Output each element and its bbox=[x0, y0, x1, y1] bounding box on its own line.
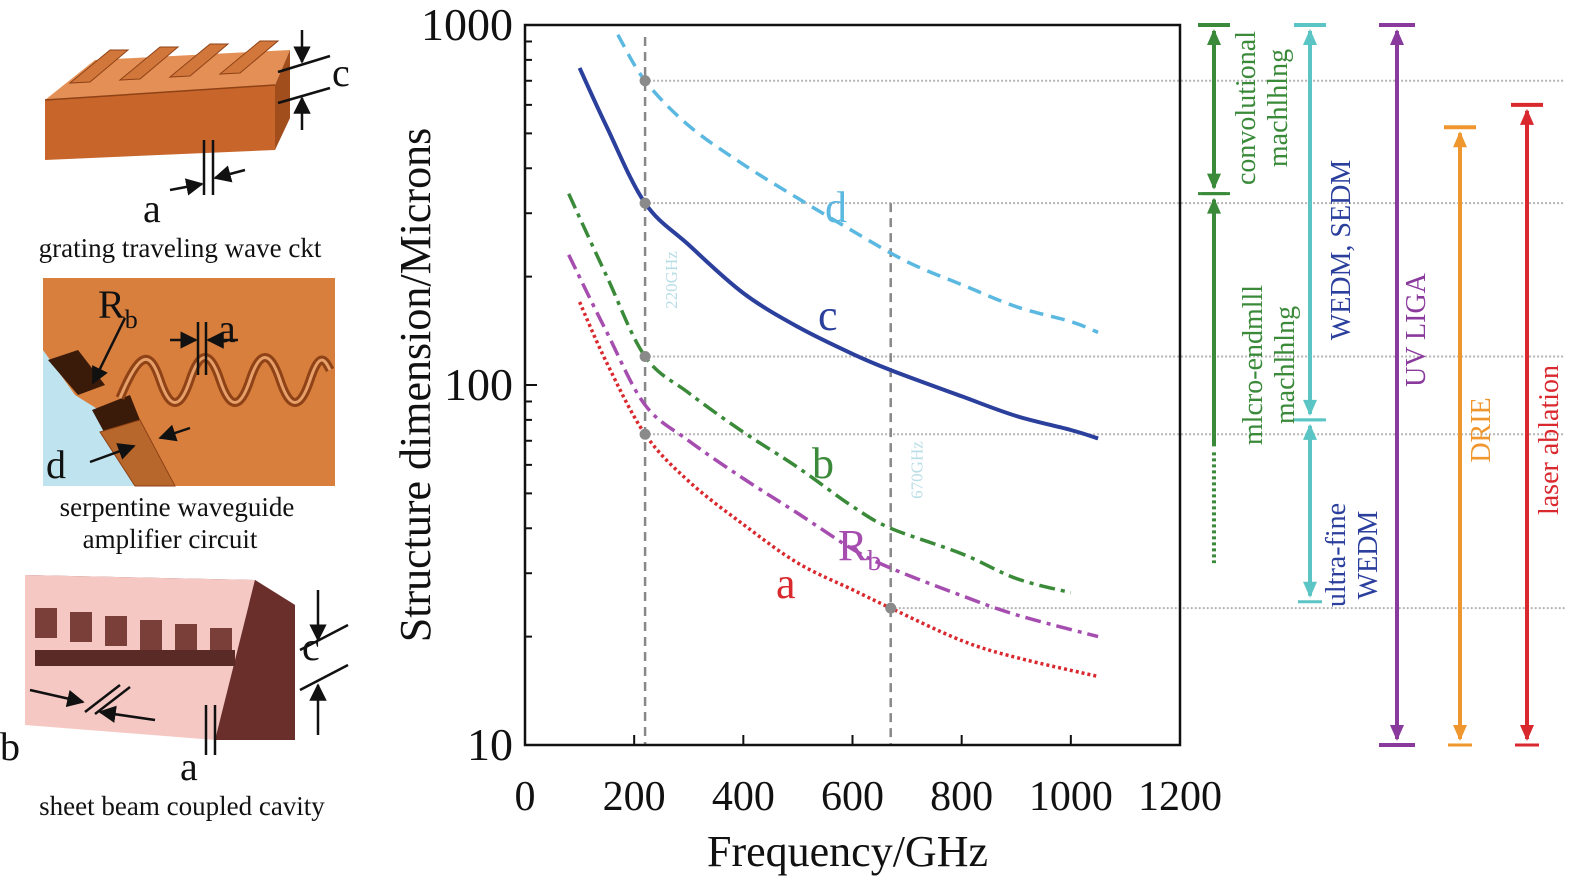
process-laser: laser ablation bbox=[1511, 102, 1565, 747]
reference-vlines: 220GHz 670GHz bbox=[643, 37, 927, 745]
process-label-line1: convolutional bbox=[1231, 31, 1262, 185]
process-arrow-top bbox=[1453, 131, 1467, 148]
process-arrow-bottom bbox=[1303, 581, 1317, 598]
process-label-uvliga: UV LIGA bbox=[1401, 272, 1432, 387]
series-label-4: a bbox=[776, 559, 796, 608]
process-label-ufwedm: ultra-fineWEDM bbox=[1321, 503, 1384, 607]
x-axis-label: Frequency/GHz bbox=[707, 827, 988, 876]
intersection-marker-0 bbox=[639, 75, 651, 87]
process-label-line1: mlcro-endmlll bbox=[1238, 285, 1269, 445]
grating-dim-a bbox=[169, 140, 246, 196]
process-label-line2: machlhlng bbox=[1263, 49, 1294, 167]
grating-label-a: a bbox=[143, 186, 161, 231]
reference-hlines bbox=[645, 79, 1565, 610]
serpentine-caption-line1: serpentine waveguide bbox=[60, 492, 295, 522]
plot-frame bbox=[523, 23, 1182, 747]
series-label-3: Rb bbox=[838, 521, 881, 577]
y-tick-label-2: 1000 bbox=[421, 0, 513, 50]
sheet-beam-illustration: c b a sheet beam coupled cavity bbox=[0, 575, 349, 821]
series-label-1: c bbox=[818, 291, 838, 340]
x-tick-label-1: 200 bbox=[603, 774, 666, 820]
x-tick-label-5: 1000 bbox=[1029, 774, 1113, 820]
process-drie: DRIE bbox=[1444, 125, 1497, 747]
intersection-marker-4 bbox=[885, 602, 897, 614]
x-tick-label-2: 400 bbox=[712, 774, 775, 820]
chart-series bbox=[567, 33, 1099, 679]
intersection-marker-2 bbox=[639, 350, 651, 362]
process-ufwedm: ultra-fineWEDM bbox=[1294, 418, 1384, 607]
series-label-2: b bbox=[812, 439, 834, 488]
y-tick-label-0: 10 bbox=[467, 719, 513, 770]
y-tick-label-1: 100 bbox=[444, 359, 513, 410]
process-label-micro: mlcro-endmlllmachlhlng bbox=[1238, 285, 1301, 445]
process-arrow-top bbox=[1303, 29, 1317, 45]
sheet-beam-label-b: b bbox=[0, 724, 20, 769]
chart-axes: 0 200 400 600 800 1000 1200 10 100 1000 bbox=[421, 0, 1222, 820]
grating-label-c: c bbox=[332, 50, 350, 95]
x-tick-label-4: 800 bbox=[930, 774, 993, 820]
process-arrow-top bbox=[1390, 29, 1404, 45]
process-micro: mlcro-endmlllmachlhlng bbox=[1198, 192, 1301, 564]
sheet-beam-dims bbox=[29, 590, 349, 755]
series-line-4 bbox=[577, 301, 1099, 679]
grating-illustration: c a grating traveling wave ckt bbox=[39, 30, 350, 263]
process-ranges: convolutionalmachlhlngmlcro-endmlllmachl… bbox=[1198, 23, 1565, 747]
sheet-beam-label-a: a bbox=[180, 744, 198, 789]
series-line-2 bbox=[567, 192, 1072, 595]
process-label-laser: laser ablation bbox=[1534, 365, 1565, 515]
x-tick-label-3: 600 bbox=[821, 774, 884, 820]
process-label-wedm: WEDM, SEDM bbox=[1326, 160, 1357, 341]
process-arrow-bottom bbox=[1453, 725, 1467, 741]
sheet-beam-label-c: c bbox=[302, 624, 320, 669]
process-label-drie: DRIE bbox=[1466, 397, 1497, 462]
intersection-marker-1 bbox=[639, 197, 651, 209]
serpentine-label-d: d bbox=[46, 442, 66, 487]
process-conv: convolutionalmachlhlng bbox=[1198, 23, 1294, 196]
intersection-marker-3 bbox=[639, 428, 651, 440]
grating-block bbox=[44, 40, 290, 160]
series-label-main: R bbox=[838, 521, 868, 570]
process-label-line2: machlhlng bbox=[1270, 306, 1301, 424]
y-axis-label: Structure dimension/Microns bbox=[391, 128, 440, 643]
process-arrow-top bbox=[1207, 197, 1221, 214]
series-label-0: d bbox=[825, 183, 847, 232]
process-uvliga: UV LIGA bbox=[1379, 23, 1432, 747]
series-line-1 bbox=[577, 67, 1099, 441]
vline-label-0: 220GHz bbox=[662, 251, 681, 309]
process-label-line1: ultra-fine bbox=[1321, 503, 1352, 607]
process-wedm: WEDM, SEDM bbox=[1294, 23, 1357, 422]
x-tick-label-0: 0 bbox=[515, 774, 536, 820]
serpentine-caption-line2: amplifier circuit bbox=[83, 524, 258, 554]
series-line-3 bbox=[567, 254, 1099, 639]
series-line-0 bbox=[616, 33, 1099, 335]
serpentine-label-rb: Rb bbox=[98, 282, 138, 334]
x-tick-label-6: 1200 bbox=[1138, 774, 1222, 820]
serpentine-illustration: Rb a d serpentine waveguide amplifier ci… bbox=[43, 278, 335, 554]
serpentine-label-a: a bbox=[218, 306, 236, 351]
chart-area: 220GHz 670GHz 0 200 400 600 800 1000 1200 10 100 1… bbox=[391, 0, 1565, 876]
grating-caption: grating traveling wave ckt bbox=[39, 233, 322, 263]
process-arrow-top bbox=[1520, 108, 1534, 125]
sheet-beam-slots bbox=[35, 608, 235, 666]
vline-label-1: 670GHz bbox=[908, 441, 927, 499]
process-arrow-bottom bbox=[1207, 173, 1221, 190]
sheet-beam-caption: sheet beam coupled cavity bbox=[39, 791, 325, 821]
process-arrow-top bbox=[1207, 29, 1221, 45]
grating-dim-c bbox=[277, 30, 331, 130]
serpentine-dims bbox=[89, 317, 238, 464]
chart-markers bbox=[639, 75, 897, 614]
process-label-conv: convolutionalmachlhlng bbox=[1231, 31, 1294, 185]
process-arrow-bottom bbox=[1303, 399, 1317, 416]
process-arrow-bottom bbox=[1390, 725, 1404, 741]
process-arrow-top bbox=[1303, 423, 1317, 440]
process-label-line2: WEDM bbox=[1353, 511, 1384, 600]
process-arrow-bottom bbox=[1520, 725, 1534, 741]
series-label-sub: b bbox=[867, 546, 881, 577]
